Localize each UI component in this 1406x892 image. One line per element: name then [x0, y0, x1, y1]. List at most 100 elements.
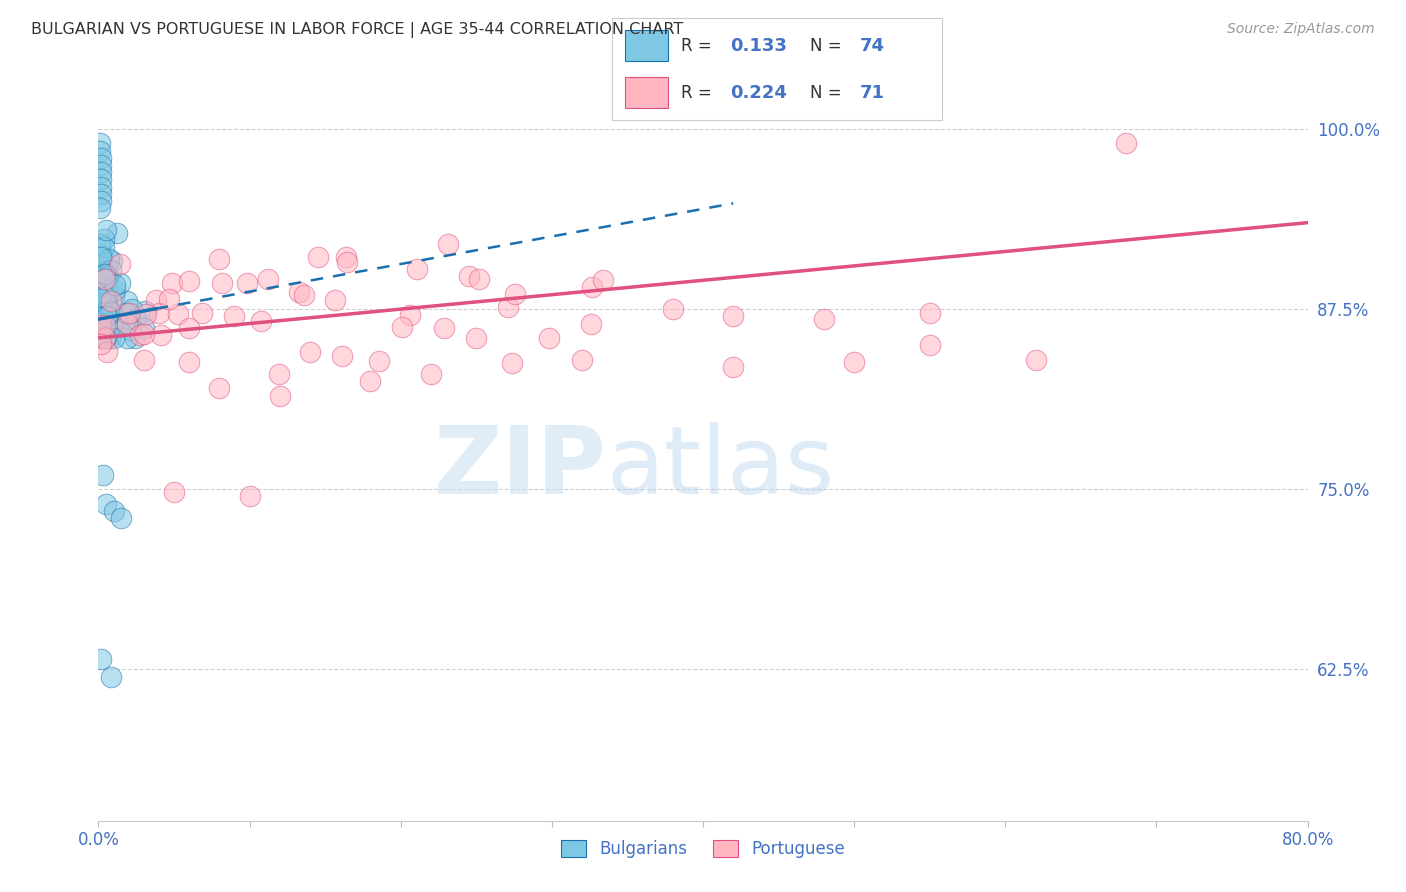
Point: [96, 263, 118, 277]
Point: [813, 312, 835, 326]
Point: [97, 269, 120, 284]
Point: [96, 296, 118, 310]
Point: [160, 276, 183, 290]
Point: [292, 287, 315, 301]
Point: [235, 277, 257, 291]
Point: [90, 165, 112, 179]
Point: [90, 305, 112, 319]
Point: [91, 285, 114, 299]
Point: [101, 254, 124, 268]
Point: [93, 232, 115, 246]
Point: [496, 300, 519, 314]
Text: ZIP: ZIP: [433, 423, 606, 515]
Point: [89, 201, 111, 215]
Text: 0.133: 0.133: [731, 37, 787, 54]
Point: [1024, 352, 1046, 367]
Point: [94, 331, 117, 345]
Text: BULGARIAN VS PORTUGUESE IN LABOR FORCE | AGE 35-44 CORRELATION CHART: BULGARIAN VS PORTUGUESE IN LABOR FORCE |…: [31, 22, 683, 38]
Point: [91, 248, 114, 262]
Point: [94, 270, 117, 285]
Point: [96, 269, 118, 284]
Point: [96, 295, 118, 310]
Point: [538, 330, 561, 344]
Point: [250, 314, 273, 328]
Point: [90, 186, 112, 201]
FancyBboxPatch shape: [624, 30, 668, 61]
Point: [224, 310, 246, 324]
Point: [468, 272, 491, 286]
Point: [94, 318, 117, 333]
Point: [132, 352, 155, 367]
Point: [465, 331, 488, 345]
Point: [90, 172, 112, 186]
Point: [89, 310, 111, 325]
Point: [391, 320, 413, 334]
Point: [579, 318, 602, 332]
Point: [661, 302, 683, 317]
Point: [457, 268, 479, 283]
Point: [1115, 136, 1137, 151]
Point: [90, 194, 112, 208]
Point: [97, 287, 120, 301]
Point: [90, 331, 112, 345]
Point: [100, 304, 122, 318]
Point: [94, 272, 117, 286]
Point: [211, 277, 233, 291]
Point: [93, 271, 115, 285]
Point: [93, 331, 115, 345]
Point: [179, 355, 201, 369]
FancyBboxPatch shape: [624, 78, 668, 108]
Point: [90, 318, 112, 333]
Point: [89, 301, 111, 316]
Point: [121, 302, 143, 317]
Point: [145, 293, 167, 307]
Point: [89, 285, 111, 299]
Point: [91, 310, 114, 325]
Point: [918, 338, 941, 352]
Point: [399, 308, 422, 322]
Point: [307, 250, 329, 264]
Point: [90, 158, 112, 172]
Point: [117, 331, 139, 345]
Point: [844, 355, 866, 369]
Point: [405, 262, 427, 277]
Point: [592, 273, 614, 287]
Point: [105, 226, 128, 240]
Point: [120, 323, 142, 337]
Legend: Bulgarians, Portuguese: Bulgarians, Portuguese: [554, 833, 852, 864]
Point: [503, 287, 526, 301]
Point: [132, 326, 155, 341]
Point: [581, 279, 603, 293]
Point: [94, 497, 117, 511]
Point: [91, 467, 114, 482]
Point: [94, 223, 117, 237]
Point: [90, 336, 112, 351]
Point: [125, 312, 148, 326]
Point: [115, 316, 138, 330]
Text: R =: R =: [681, 84, 717, 102]
Point: [94, 286, 117, 301]
Point: [104, 278, 127, 293]
Point: [93, 240, 115, 254]
Point: [124, 331, 146, 345]
Point: [90, 652, 112, 666]
Point: [723, 359, 745, 374]
Point: [269, 367, 291, 381]
Point: [90, 179, 112, 194]
Point: [163, 485, 186, 500]
Point: [110, 276, 132, 290]
Point: [98, 331, 121, 345]
Text: 74: 74: [859, 37, 884, 54]
Point: [90, 268, 112, 282]
Point: [208, 381, 231, 395]
Point: [501, 356, 523, 370]
Point: [94, 331, 117, 345]
Point: [433, 321, 456, 335]
Point: [103, 289, 125, 303]
Point: [128, 327, 150, 342]
Point: [89, 136, 111, 151]
Point: [299, 345, 322, 359]
Point: [918, 306, 941, 320]
Point: [288, 285, 311, 299]
Point: [100, 293, 122, 308]
